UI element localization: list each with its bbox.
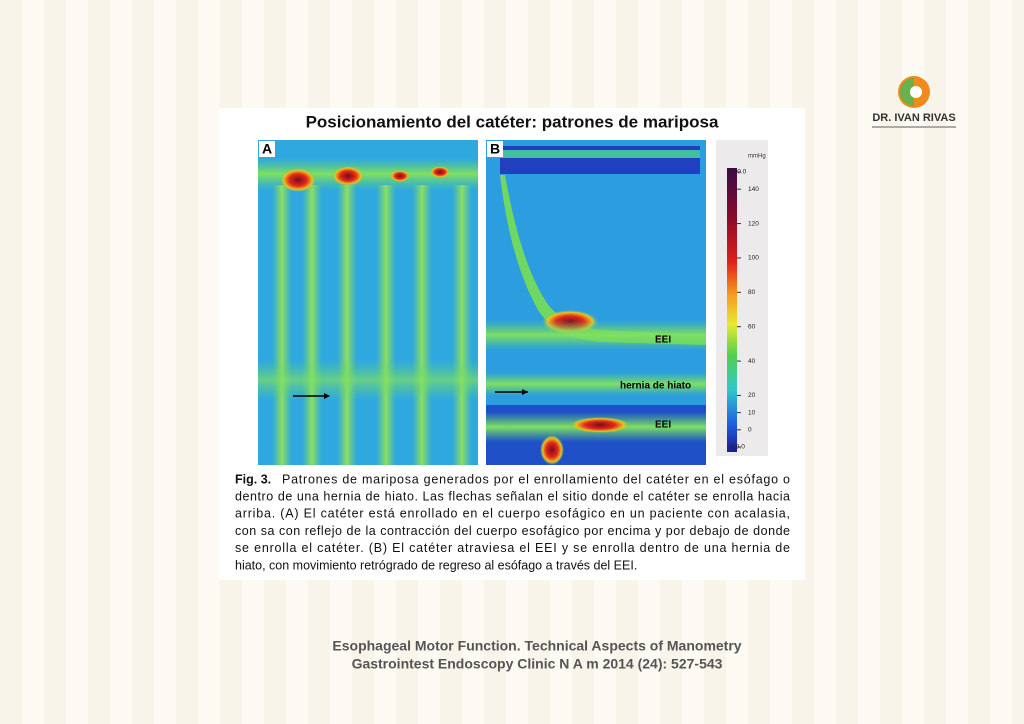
annotation: hernia de hiato — [620, 381, 691, 392]
colorbar-tick-label: 10 — [748, 409, 756, 416]
citation: Esophageal Motor Function. Technical Asp… — [332, 638, 741, 654]
colorbar-tick-label: 60 — [748, 323, 756, 330]
colorbar-tick-label: -10.0 — [730, 444, 745, 451]
colorbar-tick-label: 120 — [748, 220, 759, 227]
heatmap-blob — [540, 435, 564, 465]
panel-label: A — [262, 141, 272, 157]
heatmap-blob — [280, 168, 316, 192]
logo-name: DR. IVAN RIVAS — [872, 112, 955, 124]
panel-b: EEI hernia de hiato EEI — [486, 140, 706, 465]
panel-label: B — [490, 141, 500, 157]
heatmap-stripe — [376, 185, 396, 465]
heatmap-stripe — [302, 185, 322, 465]
heatmap-blob — [570, 417, 630, 433]
logo-icon-half — [900, 78, 914, 106]
heatmap-band — [486, 320, 706, 350]
caption-line: dentro de una hernia de hiato. Las flech… — [235, 489, 790, 503]
caption-line: hiato, con movimiento retrógrado de regr… — [235, 558, 637, 572]
colorbar-tick-label: 140 — [748, 186, 759, 193]
panel-a — [258, 140, 478, 465]
heatmap-stripe — [452, 185, 472, 465]
heatmap-blob — [430, 166, 450, 178]
panel-label-bg — [487, 141, 503, 157]
colorbar-tick-label: 40 — [748, 358, 756, 365]
heatmap-band — [500, 150, 700, 158]
heatmap-blob — [390, 170, 410, 182]
heatmap-stripe — [412, 185, 432, 465]
caption-label: Fig. 3. — [235, 472, 271, 486]
colorbar-panel — [716, 140, 768, 456]
colorbar-tick-label: 100 — [748, 255, 759, 262]
caption-line: con sa con reflejo de la contracción del… — [235, 524, 790, 538]
annotation: EEI — [655, 420, 671, 431]
caption-line: Patrones de mariposa generados por el en… — [282, 472, 790, 486]
logo-dot — [910, 86, 922, 98]
heatmap-blob — [332, 166, 364, 186]
colorbar — [727, 168, 737, 452]
heatmap-bg — [258, 140, 478, 465]
heatmap-stripe — [337, 185, 357, 465]
caption-line: se enrolla el catéter. (B) El catéter at… — [235, 541, 790, 555]
colorbar-unit: mmHg — [748, 154, 766, 160]
panel-label-bg — [259, 141, 275, 157]
annotation: EEI — [655, 335, 671, 346]
arrow-head — [324, 393, 330, 399]
citation: Gastrointest Endoscopy Clinic N A m 2014… — [352, 656, 723, 672]
arrow-head — [522, 389, 528, 395]
heatmap-stripe — [272, 185, 292, 465]
heatmap-band — [258, 360, 478, 400]
colorbar-tick-label: 80 — [748, 289, 756, 296]
colorbar-tick-label: 20 — [748, 392, 756, 399]
colorbar-tick-label: 0 — [748, 427, 752, 434]
colorbar-tick-label: 150.0 — [730, 169, 747, 176]
figure-title: Posicionamiento del catéter: patrones de… — [306, 112, 719, 131]
logo-subline — [872, 126, 956, 128]
caption-line: arriba. (A) El catéter está enrollado en… — [235, 507, 790, 521]
